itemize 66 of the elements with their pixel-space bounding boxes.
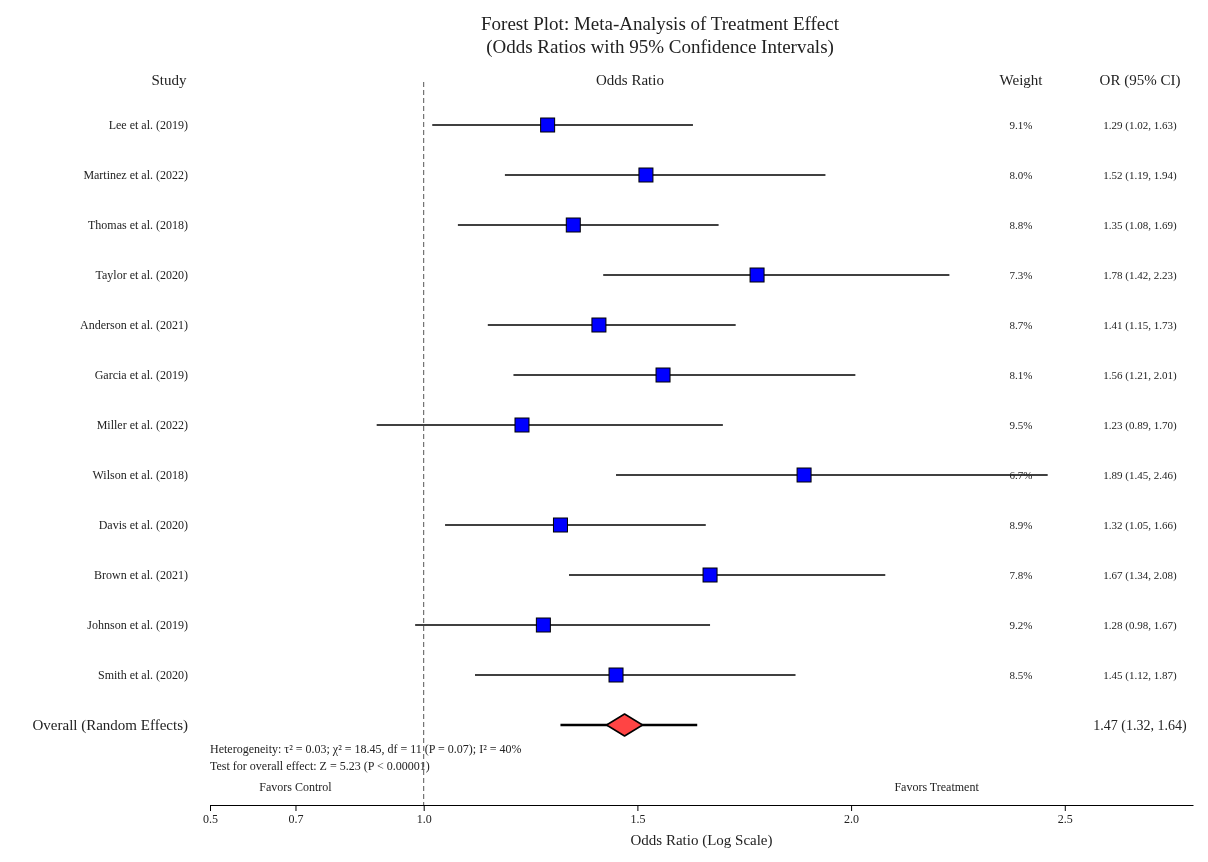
chart-subtitle: (Odds Ratios with 95% Confidence Intervals) (486, 36, 834, 58)
y-tick-label: Johnson et al. (2019) (87, 618, 188, 633)
annotation: 8.9% (1009, 518, 1033, 531)
annotation: 1.28 (0.98, 1.67) (1103, 618, 1177, 632)
y-tick-label: Overall (Random Effects) (32, 717, 188, 735)
y-tick-label: Garcia et al. (2019) (94, 368, 188, 383)
y-tick-label: Taylor et al. (2020) (95, 268, 188, 283)
annotation: Weight (999, 72, 1044, 88)
x-tick-label: 1.5 (630, 811, 646, 826)
annotation: 8.1% (1009, 368, 1033, 381)
text: Study (151, 72, 187, 88)
annotation: Odds Ratio (596, 72, 664, 88)
annotation: 9.5% (1009, 418, 1033, 431)
annotation: 7.8% (1009, 568, 1033, 581)
y-tick-label: Anderson et al. (2021) (80, 318, 188, 333)
point (655, 367, 671, 383)
annotation: 1.89 (1.45, 2.46) (1103, 468, 1177, 482)
y-tick-label: Smith et al. (2020) (98, 668, 188, 683)
annotation: 1.78 (1.42, 2.23) (1103, 268, 1177, 282)
annotation: 1.23 (0.89, 1.70) (1103, 418, 1177, 432)
point (535, 617, 551, 633)
annotation: 9.1% (1009, 118, 1033, 131)
y-tick-label: Brown et al. (2021) (94, 568, 188, 583)
x-tick-label: 0.7 (288, 811, 304, 826)
annotation: 8.7% (1009, 318, 1033, 331)
y-tick-label: Davis et al. (2020) (98, 518, 188, 533)
annotation: 1.52 (1.19, 1.94) (1103, 168, 1177, 182)
annotation: Favors Control (259, 780, 333, 794)
point (540, 117, 556, 133)
annotation: 1.45 (1.12, 1.87) (1103, 668, 1177, 682)
annotation: 1.41 (1.15, 1.73) (1103, 318, 1177, 332)
point (749, 267, 765, 283)
annotation: Test for overall effect: Z = 5.23 (P < 0.00001) (210, 759, 430, 773)
annotation: 8.8% (1009, 218, 1033, 231)
y-tick-label: Miller et al. (2022) (96, 418, 188, 433)
x-tick-label: 2.5 (1057, 811, 1073, 826)
annotation: Favors Treatment (894, 780, 980, 794)
annotation: 1.56 (1.21, 2.01) (1103, 368, 1177, 382)
point (608, 667, 624, 683)
point (591, 317, 607, 333)
x-tick-label: 0.5 (203, 811, 218, 826)
annotation: 8.5% (1009, 668, 1033, 681)
point (552, 517, 568, 533)
x-axis-title: Odds Ratio (Log Scale) (630, 832, 773, 849)
y-tick-label: Lee et al. (2019) (108, 118, 188, 133)
x-tick-label: 1.0 (416, 811, 432, 826)
annotation: 1.47 (1.32, 1.64) (1093, 717, 1187, 734)
annotation: 1.67 (1.34, 2.08) (1103, 568, 1177, 582)
annotation: OR (95% CI) (1099, 72, 1181, 89)
annotation: 9.2% (1009, 618, 1033, 631)
x-tick-label: 2.0 (844, 811, 860, 826)
point (796, 467, 812, 483)
annotation: 8.0% (1009, 168, 1033, 181)
point (702, 567, 718, 583)
point (565, 217, 581, 233)
annotation: 1.35 (1.08, 1.69) (1103, 218, 1177, 232)
annotation: 1.29 (1.02, 1.63) (1103, 118, 1177, 132)
y-tick-label: Thomas et al. (2018) (88, 218, 188, 233)
annotation: 1.32 (1.05, 1.66) (1103, 518, 1177, 532)
chart-title: Forest Plot: Meta-Analysis of Treatment Effect (481, 13, 840, 34)
y-tick-label: Wilson et al. (2018) (92, 468, 188, 483)
annotation: Heterogeneity: τ² = 0.03; χ² = 18.45, df = 11 (P = 0.07); I² = 40% (210, 742, 522, 756)
annotation: 7.3% (1009, 268, 1033, 281)
point (514, 417, 530, 433)
y-tick-label: Martinez et al. (2022) (83, 168, 188, 183)
point (638, 167, 654, 183)
